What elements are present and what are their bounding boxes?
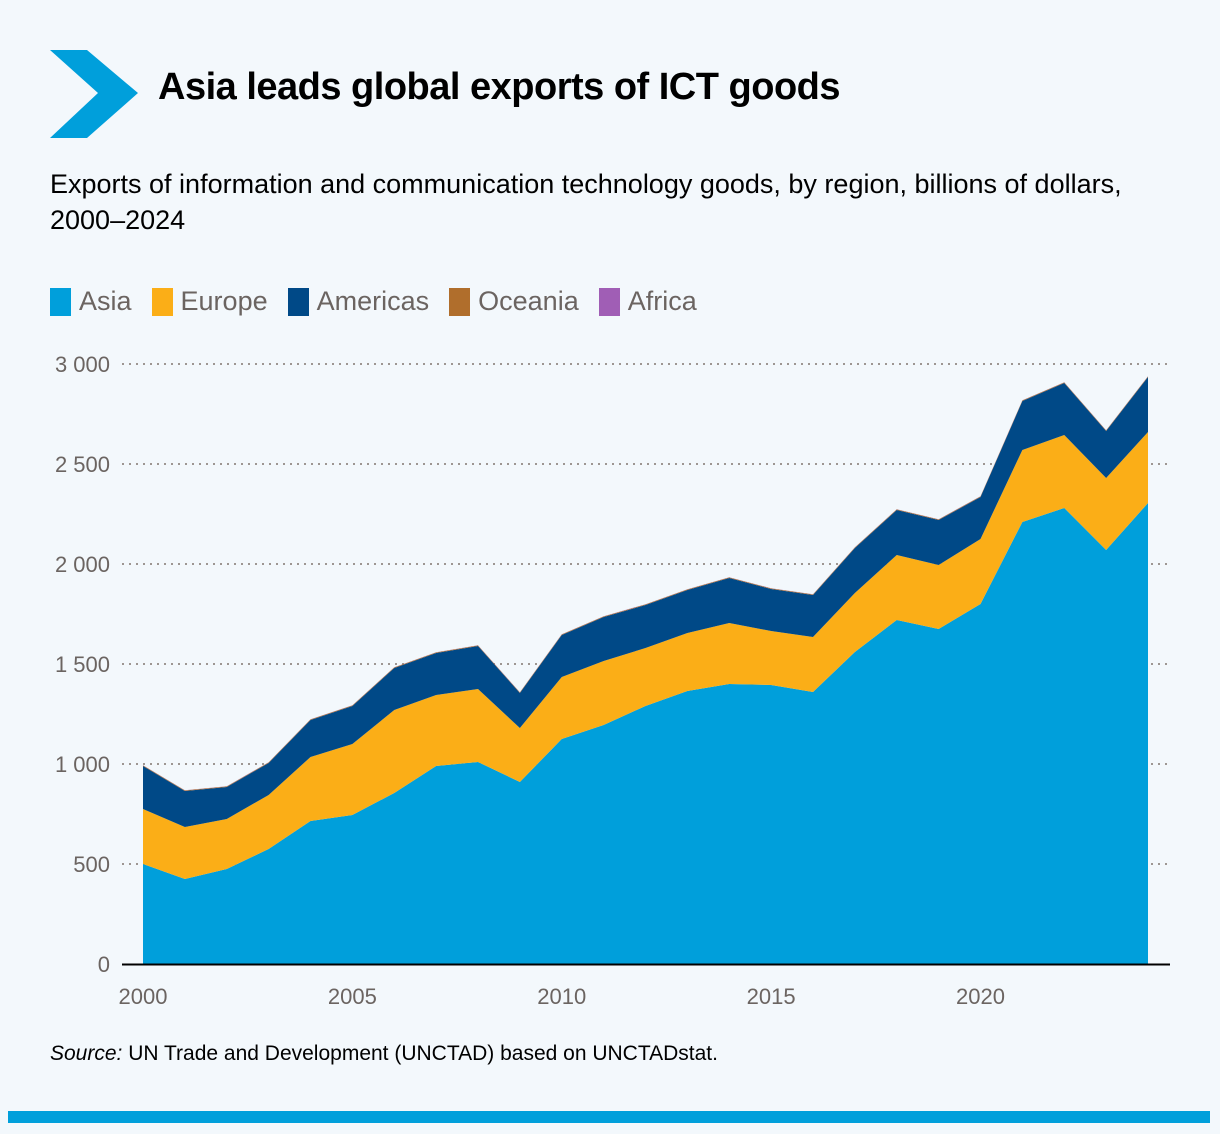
legend-item-asia: Asia	[50, 286, 132, 317]
legend-label: Oceania	[478, 286, 579, 316]
source-label: Source:	[50, 1042, 123, 1065]
y-tick-label: 0	[98, 952, 110, 977]
chevron-right-icon	[50, 50, 138, 138]
source-note: Source: UN Trade and Development (UNCTAD…	[50, 1042, 718, 1066]
x-tick-label: 2010	[537, 984, 586, 1009]
chart-subtitle: Exports of information and communication…	[50, 169, 1122, 235]
y-tick-label: 1 500	[55, 652, 110, 677]
legend-item-oceania: Oceania	[449, 286, 579, 317]
x-tick-label: 2005	[328, 984, 377, 1009]
legend: Asia Europe Americas Oceania Africa	[50, 286, 697, 317]
x-tick-label: 2000	[119, 984, 168, 1009]
area-asia	[143, 503, 1148, 964]
legend-label: Africa	[627, 286, 697, 316]
x-tick-label: 2015	[747, 984, 796, 1009]
legend-label: Americas	[316, 286, 430, 316]
legend-swatch	[598, 287, 620, 316]
legend-swatch	[449, 287, 471, 316]
y-tick-label: 2 500	[55, 452, 110, 477]
source-text: UN Trade and Development (UNCTAD) based …	[122, 1042, 718, 1065]
y-tick-label: 500	[73, 852, 110, 877]
y-tick-label: 1 000	[55, 752, 110, 777]
x-tick-label: 2020	[956, 984, 1005, 1009]
legend-label: Europe	[180, 286, 268, 316]
legend-item-europe: Europe	[151, 286, 268, 317]
y-tick-label: 2 000	[55, 552, 110, 577]
area-europe	[143, 432, 1148, 879]
legend-item-africa: Africa	[598, 286, 697, 317]
legend-item-americas: Americas	[287, 286, 430, 317]
legend-label: Asia	[79, 286, 132, 316]
bottom-accent-bar	[8, 1111, 1210, 1123]
y-tick-label: 3 000	[55, 352, 110, 377]
page-title: Asia leads global exports of ICT goods	[158, 66, 841, 108]
legend-swatch	[287, 287, 309, 316]
legend-swatch	[50, 287, 71, 316]
legend-swatch	[151, 287, 173, 316]
area-americas	[143, 377, 1148, 827]
